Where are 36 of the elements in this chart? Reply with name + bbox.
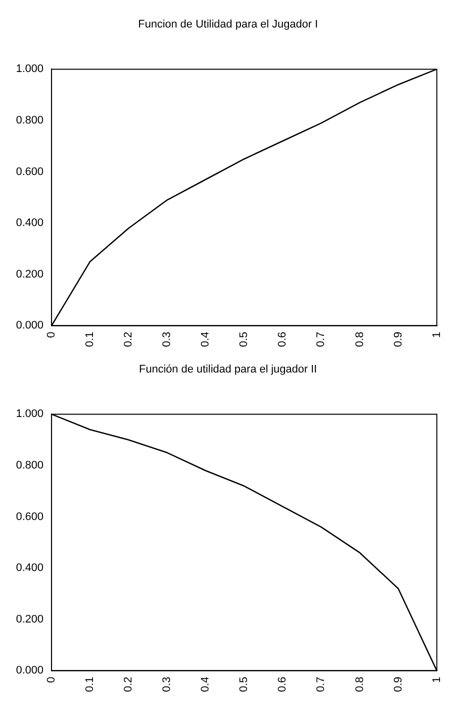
chart-title: Funcion de Utilidad para el Jugador I <box>138 18 318 31</box>
x-tick-label: 0.6 <box>276 676 289 692</box>
y-tick-label: 0.600 <box>16 510 44 523</box>
y-tick-label: 0.600 <box>16 166 44 178</box>
x-tick-label: 0.7 <box>315 332 328 348</box>
y-tick-label: 0.000 <box>16 320 44 332</box>
y-tick-label: 0.800 <box>16 114 44 127</box>
x-tick-label: 0.2 <box>122 332 135 348</box>
chart-title: Función de utilidad para el jugador II <box>139 364 317 376</box>
y-tick-label: 1.000 <box>16 63 44 76</box>
x-tick-label: 0.4 <box>200 332 212 348</box>
x-tick-label: 1 <box>430 332 443 338</box>
y-tick-label: 0.200 <box>16 613 44 626</box>
x-tick-label: 1 <box>430 676 443 683</box>
x-tick-label: 0.9 <box>392 676 404 692</box>
x-tick-label: 0.2 <box>122 676 135 692</box>
y-tick-label: 0.000 <box>16 664 44 677</box>
x-tick-label: 0.5 <box>238 332 250 348</box>
x-tick-label: 0.8 <box>354 332 366 348</box>
x-tick-label: 0.8 <box>354 676 366 692</box>
y-tick-label: 0.200 <box>16 268 44 280</box>
x-tick-label: 0 <box>46 332 58 338</box>
y-tick-label: 0.400 <box>16 217 44 230</box>
x-tick-label: 0.1 <box>84 676 96 692</box>
y-tick-label: 0.400 <box>16 562 44 574</box>
x-tick-label: 0.7 <box>315 676 328 692</box>
y-tick-label: 1.000 <box>16 408 44 420</box>
x-tick-label: 0.3 <box>161 676 174 692</box>
y-tick-label: 0.800 <box>16 460 44 472</box>
x-tick-label: 0.6 <box>276 332 289 348</box>
x-tick-label: 0.1 <box>84 332 96 348</box>
x-tick-label: 0.4 <box>200 676 212 692</box>
x-tick-label: 0 <box>46 676 58 683</box>
x-tick-label: 0.5 <box>238 676 250 692</box>
x-tick-label: 0.9 <box>392 332 404 348</box>
x-tick-label: 0.3 <box>161 332 174 348</box>
